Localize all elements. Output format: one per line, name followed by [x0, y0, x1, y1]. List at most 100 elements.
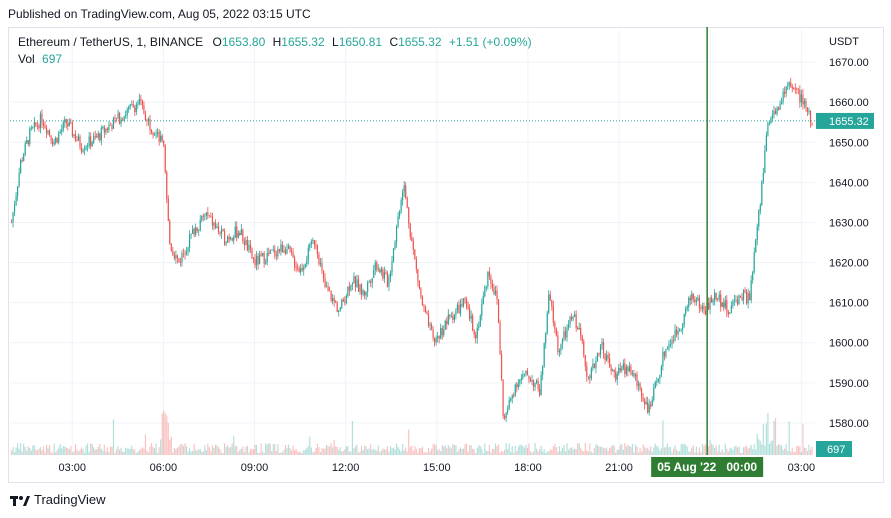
candle-body	[190, 233, 192, 235]
volume-bar	[513, 452, 515, 455]
footer[interactable]: TradingView	[10, 492, 106, 507]
volume-bar	[666, 443, 669, 455]
volume-bar	[484, 443, 486, 455]
volume-bar	[552, 446, 554, 455]
candle-body	[560, 344, 562, 351]
candle-body	[281, 244, 284, 253]
candle-body	[558, 350, 561, 353]
candle-body	[322, 270, 325, 279]
volume-bar	[298, 451, 300, 455]
volume-bar	[733, 446, 736, 455]
volume-bar	[437, 450, 439, 455]
volume-bar	[470, 445, 472, 455]
close-label: C	[389, 35, 399, 49]
volume-bar	[262, 451, 264, 455]
volume-bar	[41, 450, 43, 455]
candle-body	[402, 192, 404, 201]
volume-bar	[633, 452, 635, 455]
candle-body	[504, 415, 506, 419]
volume-bar	[785, 444, 787, 455]
volume-bar	[397, 447, 399, 455]
candle-body	[774, 110, 777, 114]
candle-body	[729, 312, 731, 315]
volume-bar	[610, 446, 612, 455]
volume-bar	[152, 446, 154, 455]
candle-body	[371, 277, 373, 283]
candle-body	[395, 226, 398, 243]
volume-bar	[510, 451, 512, 455]
volume-bar	[120, 447, 122, 455]
grid-lines	[10, 30, 815, 455]
candle-body	[593, 363, 596, 368]
volume-bar	[82, 449, 84, 455]
volume-bar	[438, 449, 440, 455]
candle-body	[315, 244, 317, 246]
candle-body	[668, 344, 670, 349]
candle-body	[575, 314, 577, 328]
volume-bar	[707, 445, 710, 455]
volume-bar	[399, 449, 401, 455]
volume-bar	[176, 447, 179, 455]
candle-body	[93, 136, 95, 143]
candle-body	[570, 317, 573, 320]
volume-bar	[761, 444, 763, 455]
candle-body	[342, 299, 344, 302]
candle-body	[251, 248, 253, 258]
candle-body	[336, 302, 338, 312]
volume-bar	[85, 445, 87, 455]
volume-bar	[736, 447, 739, 455]
candle-body	[650, 404, 652, 407]
volume-bar	[586, 450, 588, 455]
volume-bar	[405, 447, 407, 455]
volume-bar	[805, 448, 807, 455]
candle-body	[806, 107, 809, 112]
candle-body	[147, 119, 150, 121]
y-tick-label: 1640.00	[829, 177, 869, 189]
candle-body	[639, 383, 641, 390]
volume-bar	[178, 446, 180, 455]
volume-bar	[187, 451, 189, 455]
volume-bar	[239, 449, 241, 455]
candle-body	[577, 327, 579, 330]
volume-bar	[131, 445, 133, 455]
candle-body	[367, 282, 369, 292]
volume-bar	[532, 451, 535, 455]
candle-body	[472, 315, 474, 331]
volume-bar	[327, 445, 329, 455]
candle-body	[70, 122, 72, 124]
candle-body	[552, 306, 554, 323]
volume-bar	[788, 421, 790, 455]
candle-body	[80, 147, 83, 152]
candle-body	[50, 135, 52, 141]
volume-bar	[535, 448, 538, 455]
high-value: 1655.32	[281, 35, 325, 49]
volume-bar	[144, 434, 147, 455]
candle-body	[77, 136, 80, 141]
candle-body	[616, 373, 618, 380]
volume-bar	[36, 450, 38, 455]
candle-body	[721, 302, 723, 307]
candle-body	[545, 332, 547, 344]
candle-body	[427, 314, 430, 326]
volume-bar	[330, 443, 332, 455]
volume-bar	[526, 447, 529, 455]
candle-body	[306, 260, 308, 265]
candle-body	[409, 223, 411, 237]
candle-body	[266, 253, 268, 263]
candle-body	[476, 327, 478, 339]
volume-bar	[688, 451, 690, 455]
volume-bar	[324, 448, 326, 455]
volume-bar	[129, 448, 131, 455]
candle-body	[15, 195, 17, 206]
volume-bar	[417, 452, 419, 455]
candle-body	[578, 328, 580, 330]
volume-bar	[494, 443, 497, 455]
volume-bar	[73, 451, 75, 455]
volume-bar	[418, 448, 420, 455]
y-tick-label: 1620.00	[829, 258, 869, 270]
candle-body	[727, 311, 729, 315]
candle-body	[129, 104, 131, 107]
candle-body	[666, 348, 669, 350]
candle-body	[703, 306, 705, 311]
